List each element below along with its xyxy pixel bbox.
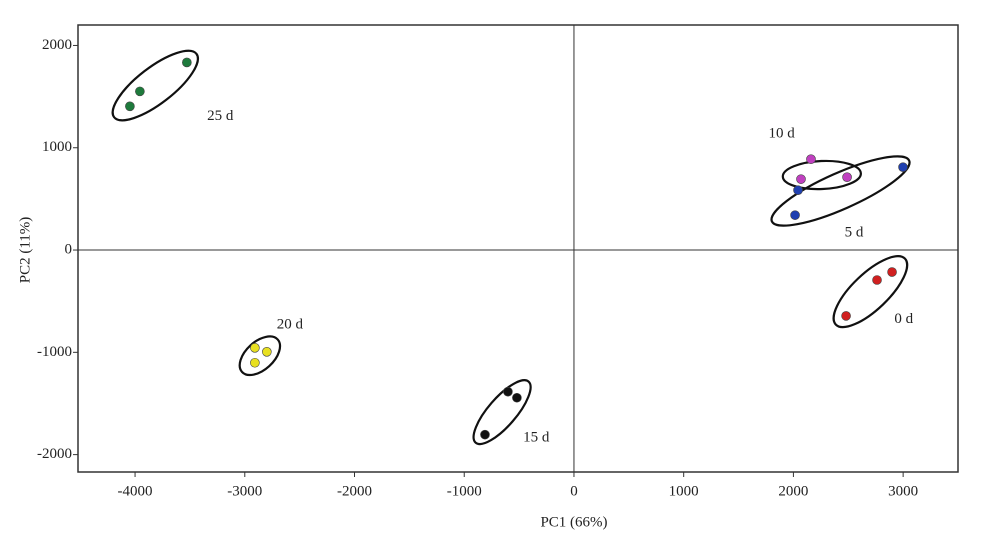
y-axis-label: PC2 (11%) xyxy=(17,217,33,284)
point xyxy=(125,101,135,112)
x-tick-label: -1000 xyxy=(447,483,482,499)
series-label: 25 d xyxy=(207,108,234,124)
x-tick-label: 2000 xyxy=(778,483,808,499)
x-tick-label: -3000 xyxy=(227,483,262,499)
point xyxy=(262,347,272,357)
series-label: 0 d xyxy=(894,311,913,327)
x-tick-label: -2000 xyxy=(337,483,372,499)
series-label: 20 d xyxy=(277,317,304,333)
point xyxy=(793,185,803,195)
cluster-ellipse xyxy=(111,49,199,122)
y-tick-label: -1000 xyxy=(37,344,72,360)
y-tick-label: 1000 xyxy=(42,139,72,155)
series-label: 5 d xyxy=(845,224,864,240)
point xyxy=(480,429,490,440)
point xyxy=(898,162,908,172)
point xyxy=(796,174,806,184)
point xyxy=(135,86,145,97)
y-tick-label: 0 xyxy=(65,241,73,257)
point xyxy=(512,392,522,403)
point xyxy=(250,357,260,368)
point xyxy=(872,275,882,285)
series-label: 15 d xyxy=(523,429,550,445)
x-tick-label: 0 xyxy=(570,483,578,499)
point xyxy=(841,311,851,321)
point xyxy=(250,343,260,353)
point xyxy=(887,267,897,277)
cluster-ellipse xyxy=(238,335,282,377)
point xyxy=(842,172,852,183)
cluster-ellipse xyxy=(472,379,532,446)
cluster-ellipse xyxy=(770,155,911,227)
point xyxy=(806,154,816,165)
y-tick-label: -2000 xyxy=(37,446,72,462)
x-tick-label: 1000 xyxy=(669,483,699,499)
point xyxy=(182,57,192,68)
point xyxy=(503,386,513,397)
cluster-ellipse xyxy=(781,159,862,191)
plot-frame xyxy=(77,24,959,473)
cluster-ellipse xyxy=(832,255,909,329)
x-axis-label: PC1 (66%) xyxy=(540,514,607,530)
y-tick-label: 2000 xyxy=(42,37,72,53)
x-tick-label: 3000 xyxy=(888,483,918,499)
point xyxy=(790,210,800,220)
x-tick-label: -4000 xyxy=(118,483,153,499)
series-label: 10 d xyxy=(769,125,796,141)
